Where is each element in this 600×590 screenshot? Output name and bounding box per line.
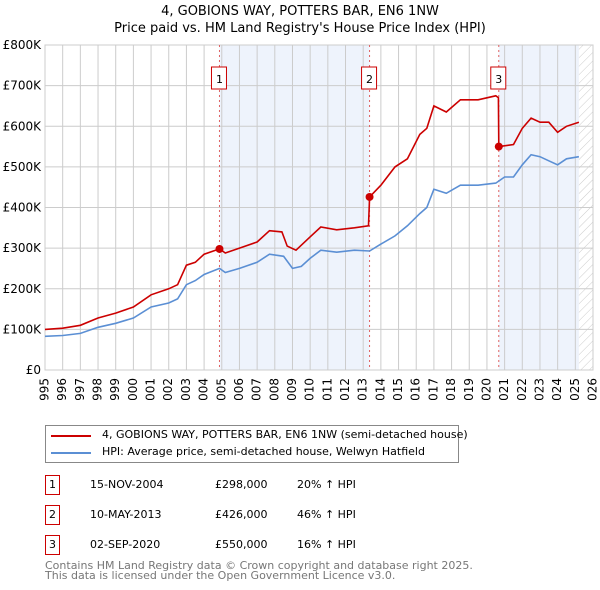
x-tick-label: 2014: [373, 378, 387, 400]
footer-line: This data is licensed under the Open Gov…: [45, 569, 396, 582]
x-tick-label: 2015: [391, 378, 405, 400]
transaction-row: 3 02-SEP-2020 £550,000 16% ↑ HPI: [45, 535, 485, 555]
footer: Contains HM Land Registry data © Crown c…: [45, 559, 473, 582]
sale-marker-label: 2: [366, 73, 373, 86]
x-tick-label: 2022: [515, 378, 529, 400]
property-price-line: [44, 94, 580, 331]
transaction-row: 2 10-MAY-2013 £426,000 46% ↑ HPI: [45, 505, 485, 525]
x-tick-label: 2011: [320, 378, 334, 400]
sale-point: [365, 192, 374, 201]
price: £426,000: [215, 508, 268, 521]
y-tick-label: £300K: [3, 241, 43, 255]
x-tick-label: 2024: [550, 378, 564, 400]
x-tick-label: 1995: [38, 378, 52, 400]
x-tick-label: 2021: [497, 378, 511, 400]
y-tick-label: £500K: [3, 160, 43, 174]
sale-point: [215, 244, 224, 253]
price: £298,000: [215, 478, 268, 491]
x-tick-label: 2025: [568, 378, 582, 400]
y-tick-label: £200K: [3, 282, 43, 296]
chart-subtitle: Price paid vs. HM Land Registry's House …: [114, 21, 486, 36]
x-tick-label: 2016: [409, 378, 423, 400]
hpi-diff: 20% ↑ HPI: [297, 478, 356, 491]
legend-label: HPI: Average price, semi-detached house,…: [102, 445, 425, 458]
legend: 4, GOBIONS WAY, POTTERS BAR, EN6 1NW (se…: [45, 425, 468, 463]
x-tick-label: 2002: [161, 378, 175, 400]
x-tick-label: 1998: [91, 378, 105, 400]
sale-marker-box: [361, 66, 378, 90]
y-tick-label: £600K: [3, 119, 43, 133]
price: £550,000: [215, 538, 268, 551]
y-tick-label: £100K: [3, 322, 43, 336]
price-chart: 1995 1996 1997 1998 1999 2000 2001 2002 2003 2004…: [3, 38, 600, 400]
x-tick-label: 2013: [356, 378, 370, 400]
x-tick-label: 2009: [285, 378, 299, 400]
date: 15-NOV-2004: [90, 478, 164, 491]
marker-badge: 1: [45, 475, 60, 495]
hpi-line: [44, 153, 580, 338]
sale-marker-box: [210, 66, 227, 90]
x-tick-label: 2001: [144, 378, 158, 400]
x-tick-label: 2003: [179, 378, 193, 400]
y-tick-label: £700K: [3, 79, 43, 93]
sale-point: [494, 142, 503, 151]
y-tick-label: £400K: [3, 201, 43, 215]
x-tick-label: 2010: [303, 378, 317, 400]
marker-badge: 2: [45, 505, 60, 525]
x-tick-label: 1997: [73, 378, 87, 400]
sale-marker-label: 3: [495, 73, 502, 86]
hpi-diff: 46% ↑ HPI: [297, 508, 356, 521]
date: 10-MAY-2013: [90, 508, 162, 521]
x-tick-label: 2018: [444, 378, 458, 400]
x-tick-label: 2000: [126, 378, 140, 400]
transaction-row: 1 15-NOV-2004 £298,000 20% ↑ HPI: [45, 475, 485, 495]
x-tick-label: 2020: [479, 378, 493, 400]
x-tick-label: 2012: [338, 378, 352, 400]
x-tick-label: 2023: [532, 378, 546, 400]
y-tick-label: £800K: [3, 38, 43, 52]
x-tick-label: 2017: [426, 378, 440, 400]
hpi-diff: 16% ↑ HPI: [297, 538, 356, 551]
x-tick-label: 1996: [55, 378, 69, 400]
date: 02-SEP-2020: [90, 538, 161, 551]
x-tick-label: 2019: [462, 378, 476, 400]
legend-label: 4, GOBIONS WAY, POTTERS BAR, EN6 1NW (se…: [102, 428, 468, 441]
chart-title: 4, GOBIONS WAY, POTTERS BAR, EN6 1NW: [161, 4, 439, 19]
sale-marker-box: [490, 66, 507, 90]
x-tick-label: 2006: [232, 378, 246, 400]
x-tick-label: 2004: [197, 378, 211, 400]
x-tick-label: 1999: [108, 378, 122, 400]
x-tick-label: 2008: [267, 378, 281, 400]
x-tick-label: 2007: [250, 378, 264, 400]
sale-marker-label: 1: [216, 73, 223, 86]
footer-line: Contains HM Land Registry data © Crown c…: [45, 559, 473, 572]
legend-swatch-blue: [51, 452, 91, 454]
y-tick-label: £0: [26, 363, 41, 377]
marker-badge: 3: [45, 535, 60, 555]
legend-swatch-red: [51, 435, 91, 437]
x-tick-label: 2026: [586, 378, 600, 400]
plot-border: [44, 44, 594, 371]
x-tick-label: 2005: [214, 378, 228, 400]
